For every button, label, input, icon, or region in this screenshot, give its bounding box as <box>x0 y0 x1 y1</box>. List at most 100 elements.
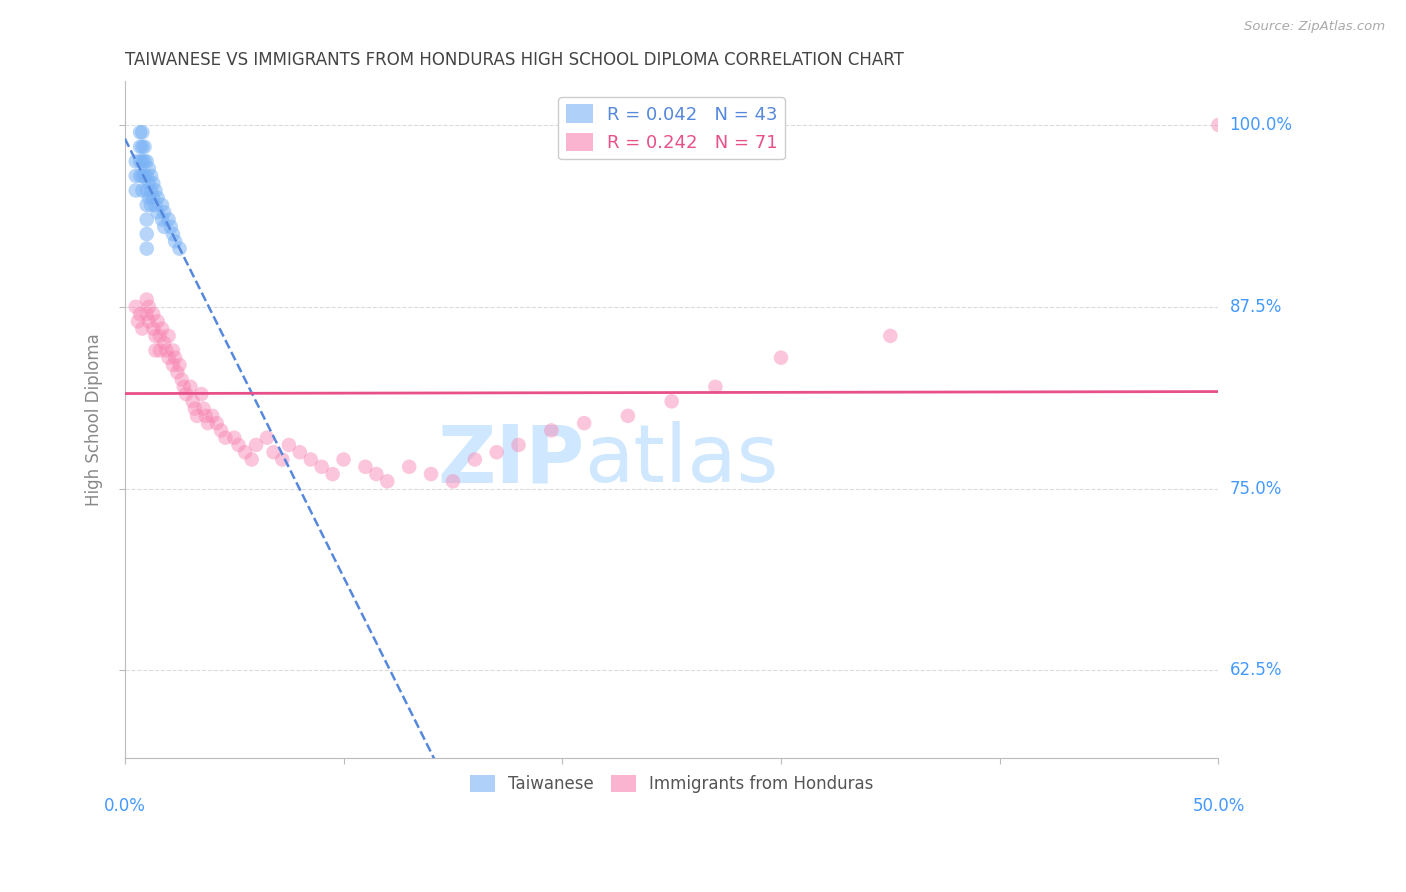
Point <box>661 394 683 409</box>
Text: 75.0%: 75.0% <box>1230 480 1282 498</box>
Point <box>354 459 377 474</box>
Text: Source: ZipAtlas.com: Source: ZipAtlas.com <box>1244 20 1385 33</box>
Point <box>193 401 215 416</box>
Point <box>129 169 152 183</box>
Point <box>134 169 156 183</box>
Point <box>146 205 169 219</box>
Text: atlas: atlas <box>583 421 779 500</box>
Point <box>205 416 228 430</box>
Point <box>179 380 201 394</box>
Point <box>138 314 160 328</box>
Point <box>131 140 153 154</box>
Point <box>169 358 191 372</box>
Point <box>135 169 157 183</box>
Point <box>127 314 149 328</box>
Point <box>162 343 184 358</box>
Point <box>181 394 204 409</box>
Point <box>277 438 299 452</box>
Point <box>186 409 208 423</box>
Point <box>153 219 176 234</box>
Point <box>129 154 152 169</box>
Point <box>332 452 354 467</box>
Point <box>125 154 148 169</box>
Point <box>209 424 232 438</box>
Point <box>572 416 595 430</box>
Point <box>165 351 187 365</box>
Point <box>173 380 195 394</box>
Point <box>224 431 246 445</box>
Point <box>879 329 901 343</box>
Point <box>135 212 157 227</box>
Point <box>135 307 157 321</box>
Point <box>146 314 169 328</box>
Point <box>464 452 486 467</box>
Point <box>131 169 153 183</box>
Point <box>617 409 640 423</box>
Point <box>150 198 173 212</box>
Point <box>145 183 167 197</box>
Point <box>139 169 162 183</box>
Text: 100.0%: 100.0% <box>1230 116 1292 134</box>
Point <box>129 307 152 321</box>
Point <box>145 198 167 212</box>
Point <box>139 198 162 212</box>
Y-axis label: High School Diploma: High School Diploma <box>86 333 103 506</box>
Point <box>245 438 267 452</box>
Point <box>174 387 197 401</box>
Text: TAIWANESE VS IMMIGRANTS FROM HONDURAS HIGH SCHOOL DIPLOMA CORRELATION CHART: TAIWANESE VS IMMIGRANTS FROM HONDURAS HI… <box>125 51 904 69</box>
Point <box>166 365 188 379</box>
Point <box>131 154 153 169</box>
Point <box>322 467 344 481</box>
Point <box>125 169 148 183</box>
Point <box>129 125 152 139</box>
Point <box>131 125 153 139</box>
Point <box>135 154 157 169</box>
Point <box>134 154 156 169</box>
Point <box>157 329 180 343</box>
Point <box>145 343 167 358</box>
Point <box>135 227 157 241</box>
Point <box>142 307 165 321</box>
Point <box>149 343 172 358</box>
Point <box>153 205 176 219</box>
Point <box>138 161 160 176</box>
Point <box>135 242 157 256</box>
Point <box>233 445 256 459</box>
Point <box>159 219 181 234</box>
Point <box>149 329 172 343</box>
Point <box>240 452 263 467</box>
Point <box>142 191 165 205</box>
Point <box>162 227 184 241</box>
Point <box>398 459 420 474</box>
Point <box>288 445 311 459</box>
Point <box>169 242 191 256</box>
Point <box>214 431 236 445</box>
Point <box>704 380 727 394</box>
Point <box>1208 118 1230 132</box>
Point <box>311 459 333 474</box>
Point <box>134 140 156 154</box>
Point <box>441 475 464 489</box>
Point <box>125 300 148 314</box>
Point <box>256 431 278 445</box>
Text: 62.5%: 62.5% <box>1230 661 1282 680</box>
Text: 50.0%: 50.0% <box>1192 797 1244 814</box>
Point <box>131 183 153 197</box>
Point <box>139 183 162 197</box>
Point <box>135 183 157 197</box>
Point <box>170 372 193 386</box>
Point <box>135 293 157 307</box>
Point <box>153 336 176 351</box>
Point <box>165 235 187 249</box>
Point <box>190 387 212 401</box>
Point <box>155 343 177 358</box>
Point <box>271 452 294 467</box>
Point <box>157 351 180 365</box>
Point <box>138 300 160 314</box>
Point <box>125 183 148 197</box>
Point <box>129 140 152 154</box>
Point <box>145 329 167 343</box>
Point <box>150 321 173 335</box>
Point <box>138 191 160 205</box>
Point <box>228 438 250 452</box>
